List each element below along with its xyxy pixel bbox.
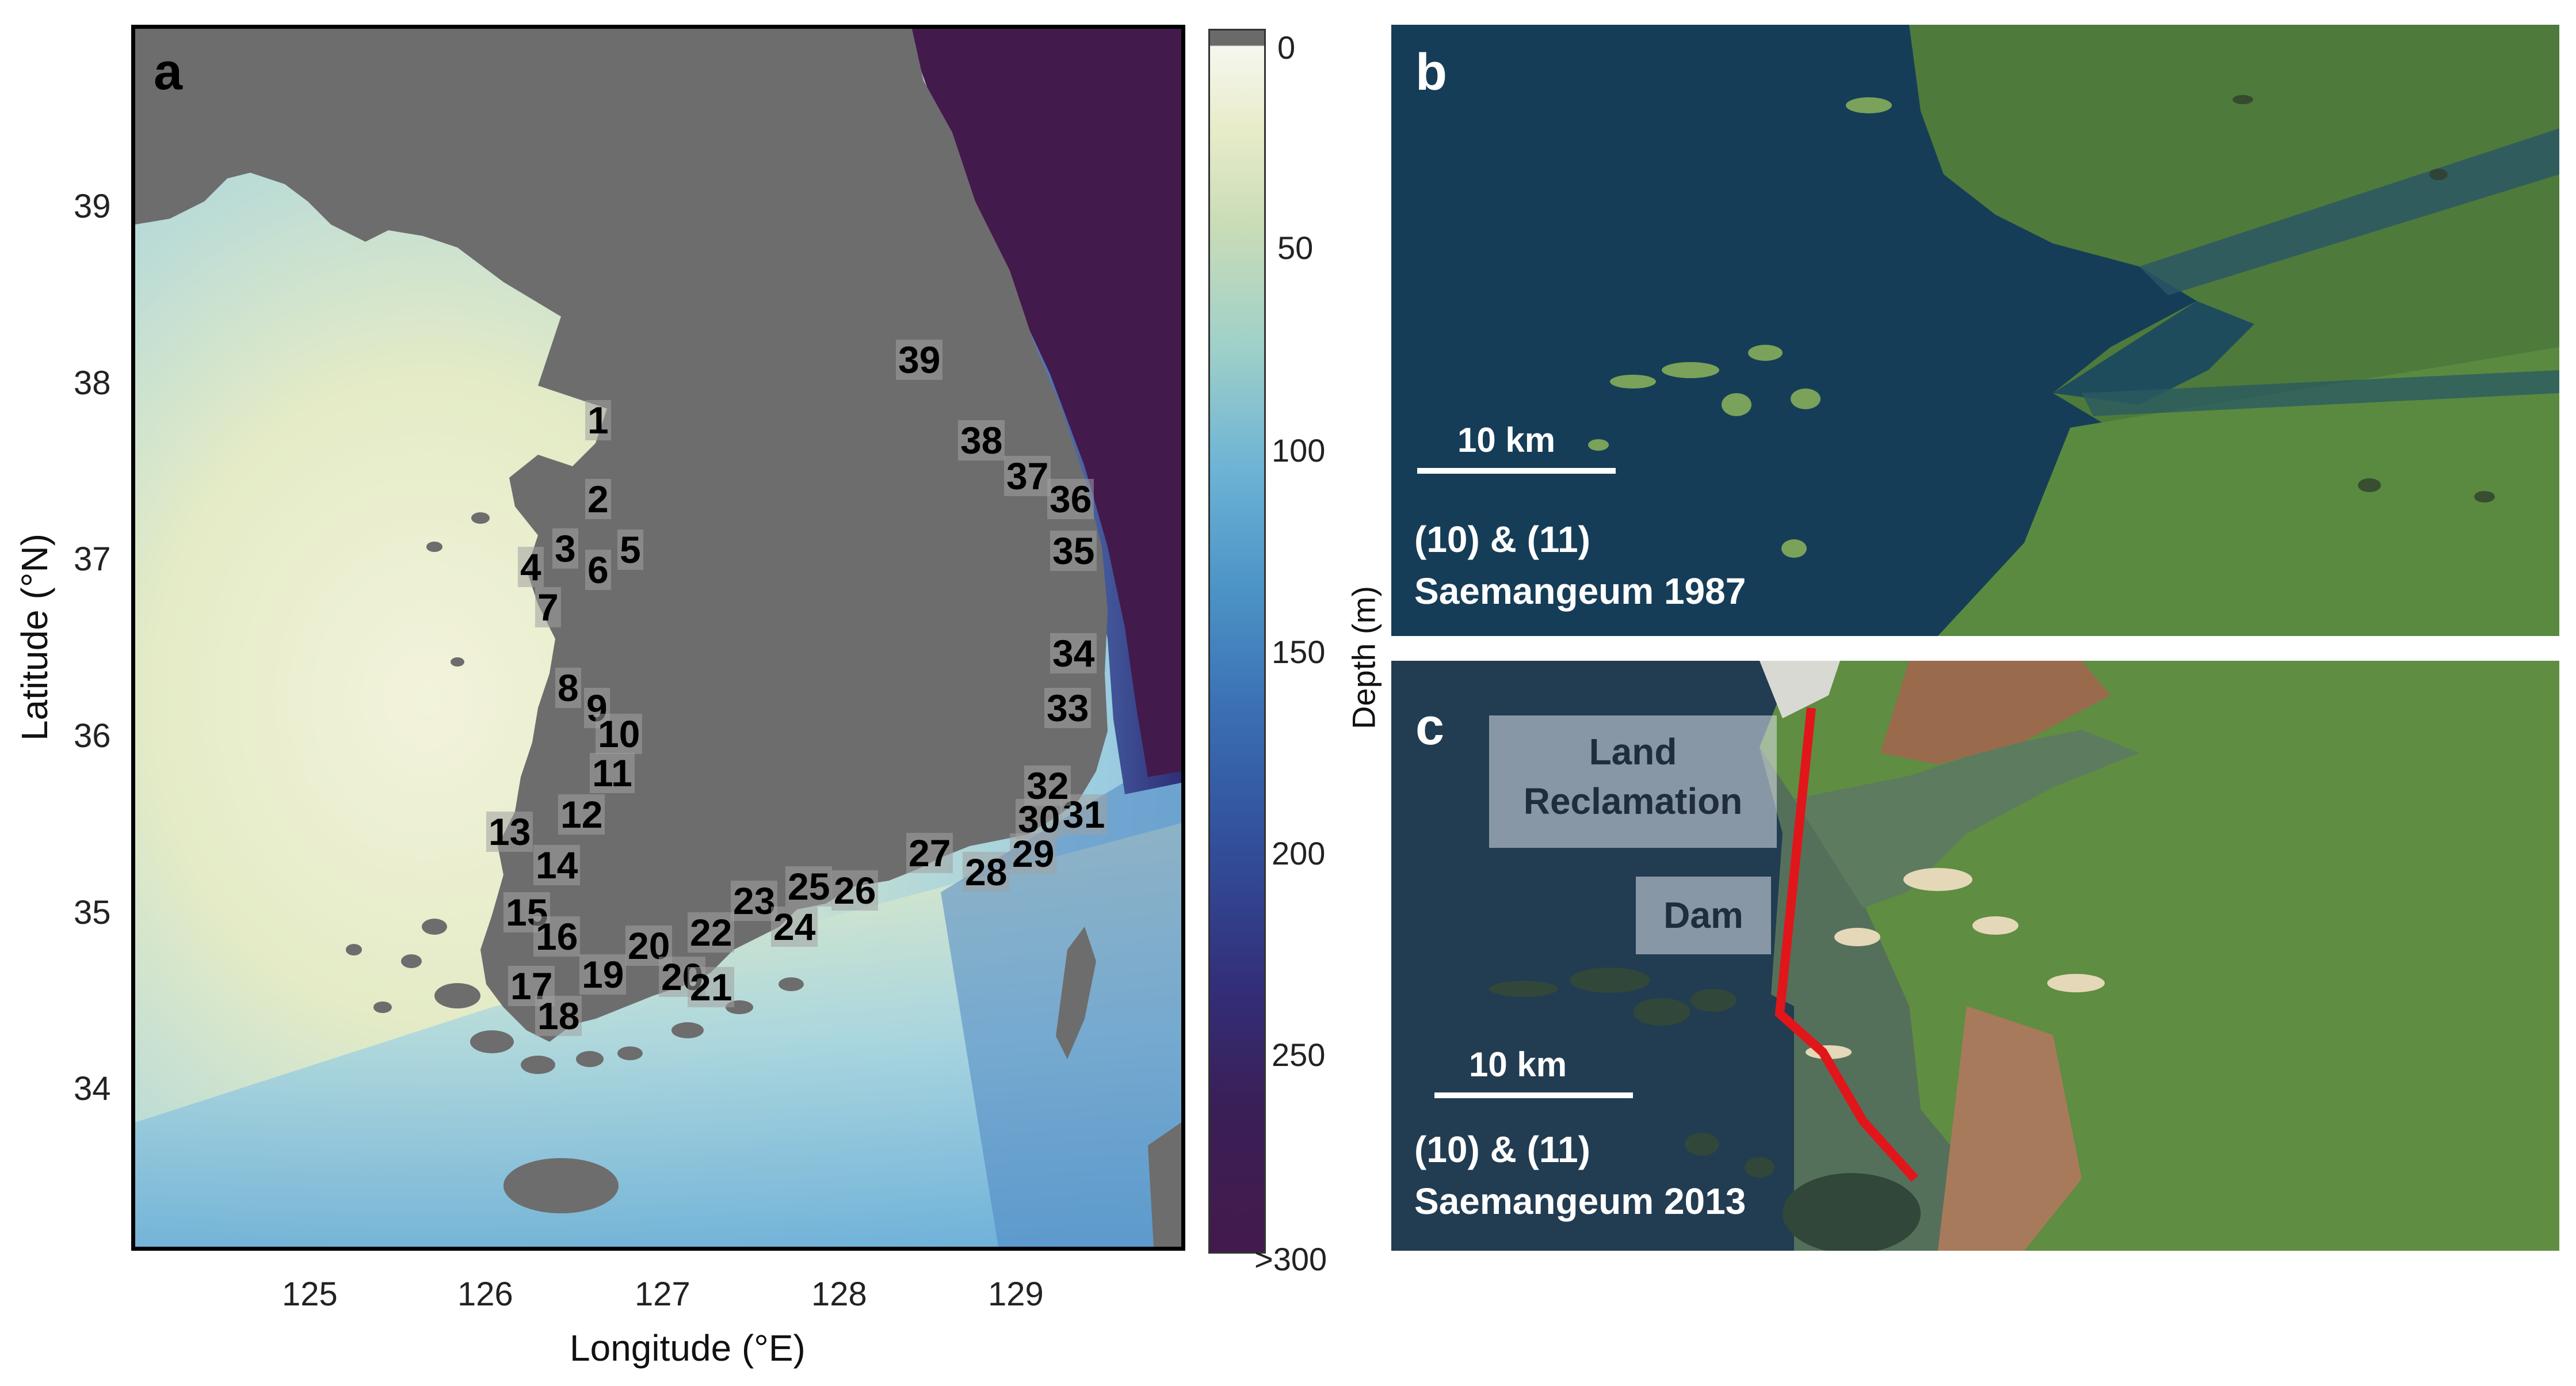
site-label: 2 xyxy=(585,479,611,519)
panel-b-letter: b xyxy=(1415,44,1447,101)
site-label: 1 xyxy=(585,400,611,440)
panel-a-letter: a xyxy=(154,43,183,101)
scale-bar-label: 10 km xyxy=(1457,421,1556,459)
satellite-panel-b: b 10 km (10) & (11) Saemangeum 1987 xyxy=(1391,25,2559,636)
site-label: 28 xyxy=(963,852,1010,892)
caption-line1: (10) & (11) xyxy=(1414,519,1590,560)
colorbar-tick: 50 xyxy=(1277,230,1314,266)
colorbar-tick: >300 xyxy=(1254,1241,1327,1277)
satellite-panel-c: c Land Reclamation Dam 10 km (10) & (11)… xyxy=(1391,661,2559,1251)
site-label: 14 xyxy=(533,845,581,885)
colorbar-tick: 200 xyxy=(1272,835,1326,871)
x-tick: 126 xyxy=(457,1275,513,1313)
site-label: 23 xyxy=(731,881,778,921)
bathymetry-map xyxy=(135,29,1181,1247)
site-label: 18 xyxy=(535,996,582,1036)
site-label: 19 xyxy=(579,954,627,995)
scale-bar xyxy=(1417,468,1616,474)
y-tick: 39 xyxy=(74,188,111,225)
site-label: 38 xyxy=(958,420,1005,460)
dam-line xyxy=(1774,707,1918,1182)
site-label: 6 xyxy=(585,550,611,590)
site-label: 27 xyxy=(906,833,953,873)
y-tick: 34 xyxy=(74,1070,111,1107)
scale-bar xyxy=(1434,1092,1633,1098)
south-sea xyxy=(135,823,1181,1247)
site-label: 11 xyxy=(590,753,635,793)
dam-label: Dam xyxy=(1636,877,1771,954)
site-label: 34 xyxy=(1050,633,1097,673)
land-reclamation-label: Land Reclamation xyxy=(1489,715,1777,848)
tsushima-island xyxy=(1056,927,1096,1059)
site-label: 7 xyxy=(535,587,561,627)
site-label: 26 xyxy=(831,870,879,911)
site-label: 36 xyxy=(1047,479,1094,519)
y-tick: 38 xyxy=(74,364,111,402)
colorbar-title: Depth (m) xyxy=(1345,586,1382,729)
panel-c-letter: c xyxy=(1415,698,1445,756)
x-tick: 127 xyxy=(635,1275,690,1313)
site-label: 21 xyxy=(688,967,735,1007)
x-tick: 128 xyxy=(811,1275,867,1313)
colorbar-tick: 100 xyxy=(1272,432,1326,469)
southwest-islands xyxy=(346,512,804,1074)
x-tick: 125 xyxy=(282,1275,338,1313)
y-tick: 35 xyxy=(74,894,111,931)
jeju-island xyxy=(503,1158,619,1213)
east-sea-deep xyxy=(906,29,1181,777)
x-axis-title: Longitude (°E) xyxy=(570,1327,806,1369)
depth-colorbar xyxy=(1208,29,1266,1254)
site-label: 10 xyxy=(596,714,643,754)
site-label: 12 xyxy=(558,794,605,835)
site-label: 35 xyxy=(1050,531,1097,571)
site-label: 8 xyxy=(555,668,581,708)
site-label: 39 xyxy=(896,340,943,380)
colorbar-tick: 250 xyxy=(1272,1037,1326,1073)
site-label: 22 xyxy=(688,912,735,953)
site-label: 13 xyxy=(486,812,533,852)
colorbar-tick: 0 xyxy=(1277,29,1296,66)
site-label: 5 xyxy=(617,530,643,570)
northwest-land xyxy=(135,29,342,178)
site-label: 29 xyxy=(1010,833,1057,874)
y-tick: 36 xyxy=(74,717,111,755)
map-panel-a: a 1 2 3 4 5 6 7 8 9 10 11 12 13 14 15 16… xyxy=(131,25,1185,1251)
colorbar-tick: 150 xyxy=(1272,634,1326,670)
satellite-image-2013 xyxy=(1391,661,2559,1251)
caption-line1: (10) & (11) xyxy=(1414,1129,1590,1170)
site-label: 20 xyxy=(625,926,673,966)
x-tick: 129 xyxy=(988,1275,1044,1313)
site-label: 3 xyxy=(552,528,578,569)
site-label: 16 xyxy=(533,916,581,957)
y-tick: 37 xyxy=(74,540,111,578)
y-axis-title: Latitude (°N) xyxy=(14,534,55,741)
site-label: 37 xyxy=(1004,456,1051,496)
site-label: 32 xyxy=(1024,766,1071,806)
scale-bar-label: 10 km xyxy=(1469,1045,1567,1084)
caption-line2: Saemangeum 2013 xyxy=(1414,1181,1746,1222)
site-label: 33 xyxy=(1044,688,1092,728)
site-label: 24 xyxy=(771,907,818,947)
kyushu-land xyxy=(1148,1122,1181,1247)
caption-line2: Saemangeum 1987 xyxy=(1414,570,1746,612)
satellite-image-1987 xyxy=(1391,25,2559,636)
site-label: 25 xyxy=(785,866,833,907)
site-label: 4 xyxy=(518,547,544,587)
